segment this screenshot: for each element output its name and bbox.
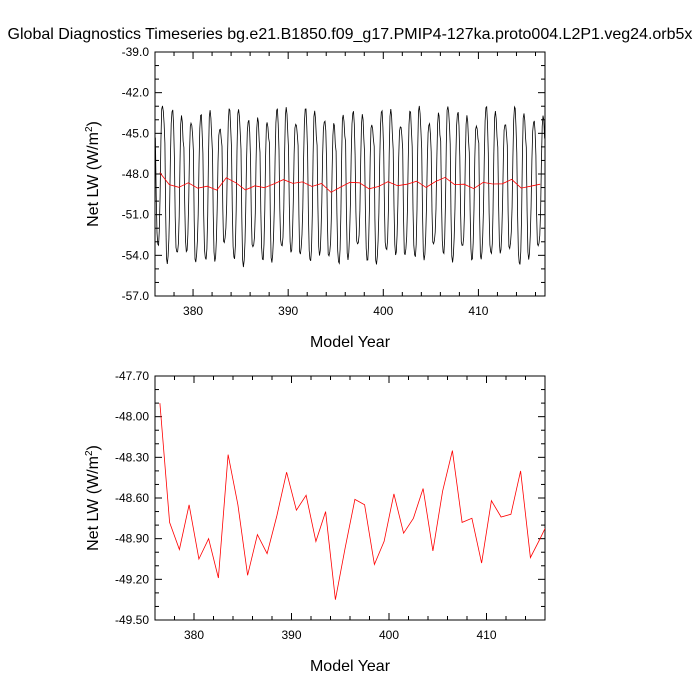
y-tick-label: -48.00 — [115, 410, 149, 424]
x-tick-label: 390 — [281, 628, 301, 642]
y-tick-label: -48.30 — [115, 450, 149, 464]
y-tick-label: -49.20 — [115, 572, 149, 586]
annual-series-line — [159, 403, 545, 600]
plot-frame — [154, 51, 546, 297]
x-tick-label: 400 — [379, 628, 399, 642]
x-axis-title: Model Year — [310, 658, 391, 675]
y-tick-label: -51.0 — [122, 208, 150, 222]
x-tick-label: 380 — [184, 628, 204, 642]
bottom-panel: 380 390 400 410 -49.50 -49.20 -48.90 -48.60 -48.… — [84, 369, 546, 675]
y-tick-label: -49.50 — [115, 613, 149, 627]
x-tick-label: 400 — [373, 304, 393, 318]
x-tick-label: 410 — [476, 628, 496, 642]
y-tick-label: -54.0 — [122, 248, 150, 262]
y-tick-label: -48.60 — [115, 491, 149, 505]
x-tick-label: 410 — [468, 304, 488, 318]
monthly-series-line — [155, 105, 545, 268]
annual-series-line — [159, 172, 541, 193]
y-tick-label: -47.70 — [115, 369, 149, 383]
y-tick-label: -45.0 — [122, 126, 150, 140]
y-tick-label: -48.90 — [115, 532, 149, 546]
y-tick-label: -39.0 — [122, 45, 150, 59]
y-tick-label: -42.0 — [122, 86, 150, 100]
y-tick-label: -57.0 — [122, 289, 150, 303]
y-axis-title: Net LW (W/m2) — [84, 445, 102, 551]
x-tick-label: 380 — [183, 304, 203, 318]
page-title: Global Diagnostics Timeseries bg.e21.B18… — [7, 26, 693, 43]
y-axis-title: Net LW (W/m2) — [84, 121, 102, 227]
x-axis-title: Model Year — [310, 334, 391, 351]
top-panel: 380 390 400 410 -57.0 -54.0 -51.0 -48.0 -45.0 -42… — [84, 45, 546, 351]
y-tick-label: -48.0 — [122, 167, 150, 181]
x-tick-label: 390 — [278, 304, 298, 318]
plot-frame — [154, 375, 546, 621]
